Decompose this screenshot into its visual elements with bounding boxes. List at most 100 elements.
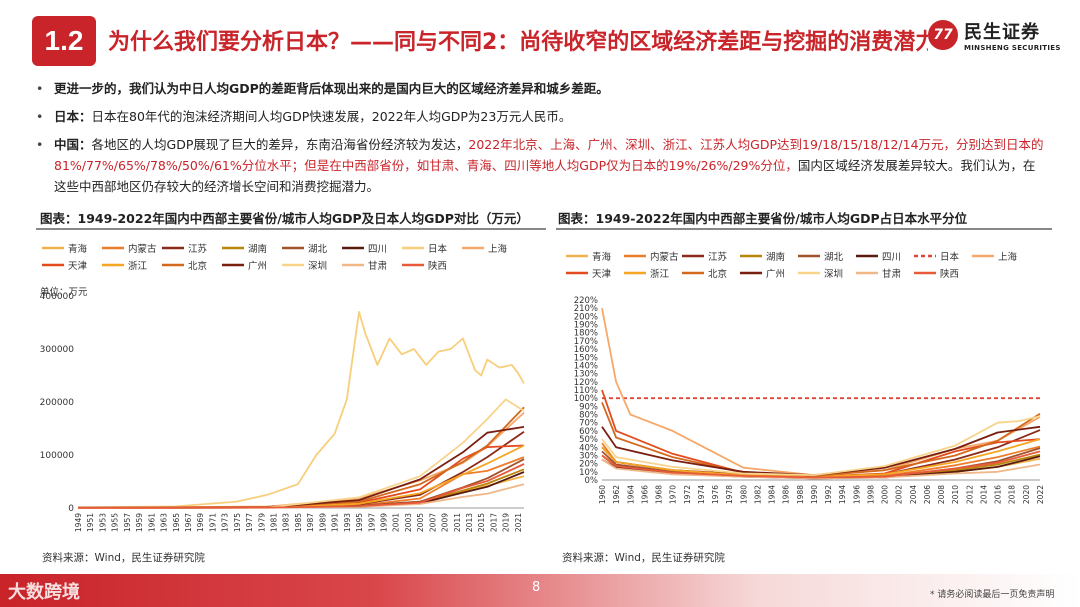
- legend-label: 内蒙古: [128, 243, 157, 255]
- y-tick-label: 100000: [40, 451, 75, 461]
- series-line: [601, 415, 1041, 476]
- disclaimer-note: * 请务必阅读最后一页免责声明: [930, 590, 1055, 600]
- footer-watermark: 大数跨境: [8, 582, 80, 603]
- x-tick-label: 1996: [852, 485, 861, 504]
- unit-label: 单位：万元: [40, 286, 88, 298]
- bullet-text: 各地区的人均GDP展现了巨大的差异，东南沿海省份经济较为发达，: [91, 137, 469, 152]
- legend-label: 青海: [592, 251, 612, 263]
- series-line: [77, 311, 525, 509]
- x-tick-label: 1984: [768, 485, 777, 504]
- legend-label: 上海: [488, 243, 508, 255]
- x-tick-label: 1977: [245, 513, 254, 532]
- bullet-dot-icon: •: [36, 109, 44, 124]
- y-tick-label: 190%: [574, 321, 598, 331]
- x-tick-label: 2017: [489, 513, 498, 532]
- page-header: 1.2 为什么我们要分析日本？——同与不同2：尚待收窄的区域经济差距与挖掘的消费…: [0, 0, 1080, 72]
- x-tick-label: 2004: [909, 485, 918, 504]
- x-tick-label: 1981: [270, 513, 279, 532]
- x-tick-label: 1985: [294, 513, 303, 532]
- company-logo: 77 民生证券 MINSHENG SECURITIES: [928, 18, 1061, 52]
- legend-label: 甘肃: [368, 260, 387, 272]
- x-tick-label: 1974: [697, 485, 706, 504]
- x-tick-label: 1993: [343, 513, 352, 532]
- x-tick-label: 2022: [1036, 485, 1045, 504]
- legend-label: 四川: [882, 252, 901, 263]
- x-tick-label: 2014: [979, 485, 988, 504]
- page-title: 为什么我们要分析日本？——同与不同2：尚待收窄的区域经济差距与挖掘的消费潜力: [108, 30, 928, 55]
- legend-label: 日本: [940, 251, 960, 263]
- y-tick-label: 30%: [579, 451, 598, 461]
- y-tick-label: 20%: [579, 460, 598, 470]
- x-tick-label: 1983: [282, 513, 291, 532]
- legend-label: 湖北: [308, 244, 328, 255]
- legend-label: 湖南: [766, 251, 785, 263]
- legend-label: 湖南: [248, 243, 267, 255]
- y-tick-label: 0%: [585, 476, 599, 486]
- x-tick-label: 1968: [655, 485, 664, 504]
- bullet-label: 日本：: [54, 109, 92, 124]
- legend-label: 深圳: [824, 269, 843, 280]
- legend-label: 广州: [766, 268, 785, 280]
- y-tick-label: 40%: [579, 443, 598, 453]
- series-line: [77, 398, 525, 509]
- x-tick-label: 1991: [331, 513, 340, 532]
- y-tick-label: 180%: [574, 329, 598, 339]
- x-tick-label: 1970: [669, 485, 678, 504]
- logo-cn-text: 民生证券: [964, 22, 1040, 43]
- y-tick-label: 140%: [574, 361, 598, 371]
- chart-right-divider: [556, 228, 1052, 230]
- x-tick-label: 2002: [895, 485, 904, 504]
- chart-right-title: 图表：1949-2022年国内中西部主要省份/城市人均GDP占日本水平分位: [558, 211, 968, 226]
- x-tick-label: 1975: [233, 513, 242, 532]
- legend-label: 江苏: [188, 243, 208, 255]
- y-tick-label: 300000: [40, 345, 75, 355]
- x-tick-label: 1971: [208, 513, 217, 532]
- x-tick-label: 1973: [221, 513, 230, 532]
- y-tick-label: 80%: [579, 411, 598, 421]
- series-line: [77, 463, 525, 509]
- x-tick-label: 2021: [514, 513, 523, 532]
- x-tick-label: 2008: [937, 485, 946, 504]
- x-tick-label: 1955: [111, 513, 120, 532]
- y-tick-label: 70%: [579, 419, 598, 429]
- x-tick-label: 1949: [74, 513, 83, 532]
- legend-label: 甘肃: [882, 268, 901, 280]
- x-tick-label: 1967: [184, 513, 193, 532]
- x-tick-label: 1972: [683, 485, 692, 504]
- x-tick-label: 2000: [881, 485, 890, 504]
- chart-left-divider: [36, 228, 546, 230]
- x-tick-label: 2011: [453, 513, 462, 532]
- bullet-highlight: 2022年北京、上海、广州、深圳、浙江、江苏人均GDP达到19/18/15/18…: [54, 137, 1044, 173]
- y-tick-label: 400000: [40, 292, 75, 302]
- x-tick-label: 1999: [379, 513, 388, 532]
- x-tick-label: 1951: [86, 513, 95, 532]
- y-tick-label: 200000: [40, 398, 75, 408]
- series-line: [601, 450, 1041, 479]
- x-tick-label: 2007: [428, 513, 437, 532]
- x-tick-label: 1962: [612, 485, 621, 504]
- x-tick-label: 2018: [1008, 485, 1017, 504]
- logo-icon: 77: [928, 20, 958, 50]
- legend-label: 陕西: [428, 260, 447, 272]
- bullet-dot-icon: •: [36, 81, 44, 96]
- bullet-dot-icon: •: [36, 137, 44, 152]
- bullet-text: 更进一步的，我们认为中日人均GDP的差距背后体现出来的是国内巨大的区域经济差异和…: [54, 81, 609, 96]
- logo-en-text: MINSHENG SECURITIES: [964, 44, 1061, 52]
- chart-left-title: 图表：1949-2022年国内中西部主要省份/城市人均GDP及日本人均GDP对比…: [40, 211, 529, 226]
- y-tick-label: 130%: [574, 370, 598, 380]
- x-tick-label: 2001: [392, 513, 401, 532]
- legend-label: 上海: [998, 251, 1018, 263]
- x-tick-label: 2010: [951, 485, 960, 504]
- y-tick-label: 50%: [579, 435, 598, 445]
- x-tick-label: 1965: [172, 513, 181, 532]
- x-tick-label: 1989: [318, 513, 327, 532]
- legend-label: 湖北: [824, 252, 844, 263]
- x-tick-label: 2015: [477, 513, 486, 532]
- legend-label: 北京: [188, 260, 207, 272]
- x-tick-label: 1960: [598, 485, 607, 504]
- x-tick-label: 1995: [355, 513, 364, 532]
- y-tick-label: 150%: [574, 353, 598, 363]
- series-line: [77, 426, 525, 509]
- x-tick-label: 2013: [465, 513, 474, 532]
